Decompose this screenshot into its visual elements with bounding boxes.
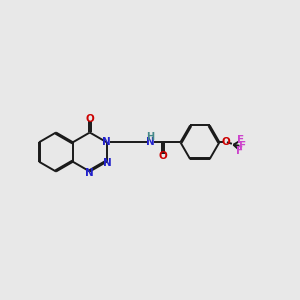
- Text: F: F: [236, 146, 244, 156]
- Text: F: F: [239, 141, 247, 151]
- Text: O: O: [85, 114, 94, 124]
- Text: O: O: [158, 151, 167, 161]
- Text: N: N: [85, 167, 94, 178]
- Text: N: N: [103, 158, 112, 167]
- Text: N: N: [146, 137, 155, 147]
- Text: O: O: [221, 137, 230, 147]
- Text: N: N: [102, 137, 111, 147]
- Text: H: H: [146, 132, 154, 142]
- Text: F: F: [237, 135, 244, 145]
